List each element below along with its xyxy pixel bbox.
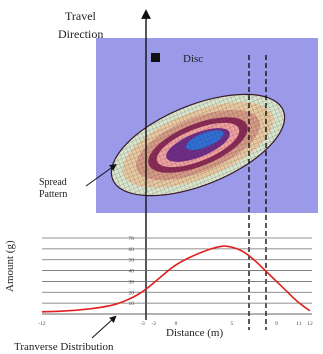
y-axis-label: Amount (g) [4, 240, 16, 292]
spread-label-line1: Spread [39, 177, 67, 188]
x-tick-label: -3 [140, 321, 145, 327]
x-tick-label: -2 [151, 321, 156, 327]
spread-label-line2: Pattern [39, 189, 67, 200]
y-tick-label: 70 [129, 236, 135, 242]
travel-label-line1: Travel [65, 9, 97, 23]
x-tick-label: 11 [296, 321, 302, 327]
x-tick-label: 12 [307, 321, 313, 327]
y-tick-label: 20 [129, 290, 135, 296]
disc-marker [151, 53, 160, 62]
x-tick-label: 5 [230, 321, 233, 327]
distribution-curve [41, 245, 311, 313]
chart-yticks: 70 60 50 40 30 20 10 [129, 236, 135, 307]
distribution-chart: 70 60 50 40 30 20 10 -12 -3 -2 0 5 9 11 12 [38, 236, 313, 327]
y-tick-label: 60 [129, 247, 135, 253]
travel-label-line2: Direction [58, 27, 103, 41]
spread-pointer [85, 163, 117, 187]
x-tick-label: -12 [38, 321, 46, 327]
grid-overlay [110, 93, 286, 197]
y-tick-label: 40 [129, 269, 135, 275]
transverse-label: Tranverse Distribution [14, 341, 114, 353]
y-tick-label: 30 [129, 279, 135, 285]
y-tick-label: 50 [129, 258, 135, 264]
transverse-pointer [91, 315, 117, 339]
spread-pattern [110, 93, 286, 197]
chart-gridlines [42, 237, 312, 304]
x-tick-label: 0 [175, 321, 178, 327]
x-axis-label: Distance (m) [166, 327, 223, 339]
y-tick-label: 10 [129, 301, 135, 307]
disc-label: Disc [183, 53, 203, 65]
x-tick-label: 9 [275, 321, 278, 327]
chart-xticks: -12 -3 -2 0 5 9 11 12 [38, 321, 313, 327]
